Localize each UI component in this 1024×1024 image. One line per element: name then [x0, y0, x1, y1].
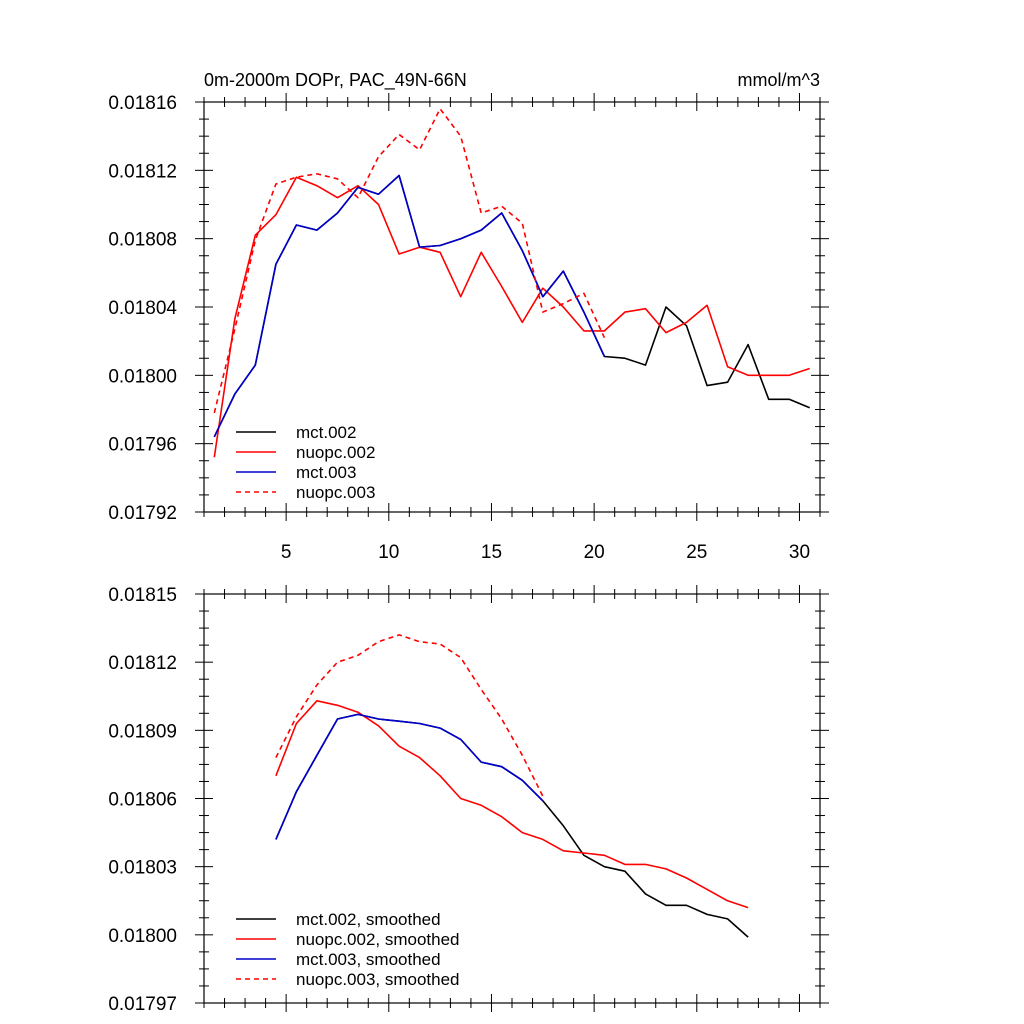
legend-label: mct.002: [296, 423, 356, 442]
series-line-nuopc-003-smoothed: [275, 634, 544, 797]
y-tick-label: 0.01808: [108, 230, 177, 251]
top-chart-panel: 0m-2000m DOPr, PAC_49N-66N mmol/m^3 0.01…: [108, 70, 829, 563]
bottom-chart-ticks: [195, 585, 829, 1012]
x-tick-label: 15: [481, 542, 502, 563]
bottom-chart-axis-labels: 0.01797 0.01800 0.01803 0.01806 0.01809 0.018…: [108, 585, 177, 1015]
legend-label: mct.002, smoothed: [296, 910, 441, 929]
series-line-nuopc-002: [213, 176, 810, 458]
top-chart-series: [213, 108, 811, 458]
y-tick-label: 0.01806: [108, 790, 177, 811]
y-tick-label: 0.01803: [108, 858, 177, 879]
x-tick-label: 20: [584, 542, 605, 563]
series-line-mct-003-smoothed: [275, 713, 544, 840]
series-line-nuopc-003: [213, 108, 606, 414]
x-tick-label: 5: [281, 542, 292, 563]
series-line-mct-003: [213, 174, 606, 438]
y-tick-label: 0.01816: [108, 93, 177, 114]
y-tick-label: 0.01797: [108, 994, 177, 1015]
y-tick-label: 0.01809: [108, 721, 177, 742]
bottom-chart-frame: [203, 593, 821, 1004]
legend-label: mct.003, smoothed: [296, 950, 441, 969]
top-chart-frame: [203, 101, 821, 513]
top-chart-units: mmol/m^3: [738, 70, 820, 90]
series-line-nuopc-002-smoothed: [275, 699, 749, 909]
bottom-chart-panel: 0.01797 0.01800 0.01803 0.01806 0.01809 0.018…: [108, 585, 829, 1015]
x-tick-label: 25: [686, 542, 707, 563]
x-tick-label: 30: [789, 542, 810, 563]
y-tick-label: 0.01812: [108, 161, 177, 182]
top-chart-ticks: [195, 93, 829, 521]
legend-label: nuopc.002: [296, 443, 375, 462]
y-tick-label: 0.01815: [108, 585, 177, 606]
y-tick-label: 0.01800: [108, 926, 177, 947]
y-tick-label: 0.01796: [108, 435, 177, 456]
y-tick-label: 0.01800: [108, 366, 177, 387]
legend-label: nuopc.003: [296, 483, 375, 502]
y-tick-label: 0.01804: [108, 298, 177, 319]
top-chart-axis-labels: 0.01792 0.01796 0.01800 0.01804 0.01808 0.018…: [108, 93, 810, 563]
bottom-chart-series: [275, 634, 749, 938]
y-tick-label: 0.01792: [108, 503, 177, 524]
legend-label: nuopc.002, smoothed: [296, 930, 460, 949]
x-tick-label: 10: [378, 542, 399, 563]
legend-label: nuopc.003, smoothed: [296, 970, 460, 989]
legend-label: mct.003: [296, 463, 356, 482]
top-chart-title: 0m-2000m DOPr, PAC_49N-66N: [204, 70, 467, 91]
y-tick-label: 0.01812: [108, 653, 177, 674]
